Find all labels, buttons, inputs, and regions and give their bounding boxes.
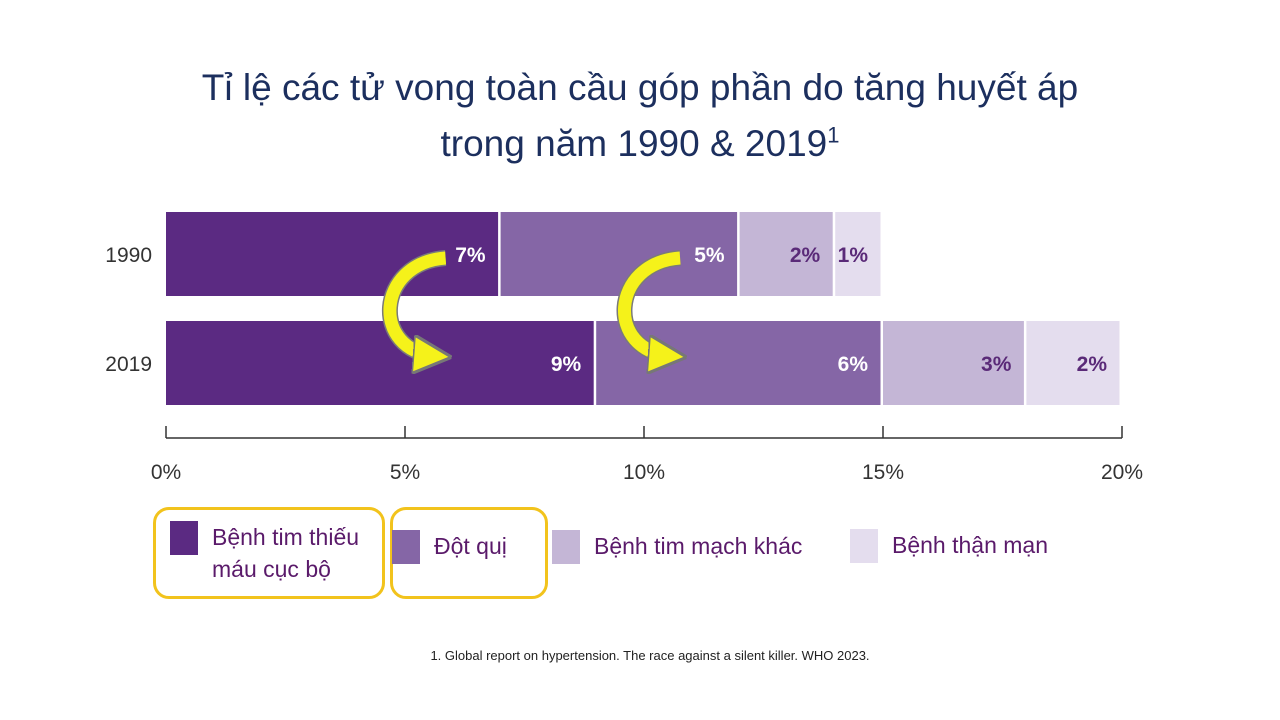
x-tick-label: 15%: [862, 461, 904, 484]
bar-segment-1990-s2: [739, 212, 833, 296]
legend-highlight-ischemic: [153, 507, 385, 599]
chart-title-line1: Tỉ lệ các tử vong toàn cầu góp phần do t…: [201, 67, 1079, 108]
footnote: 1. Global report on hypertension. The ra…: [430, 648, 870, 663]
x-axis: 0% 5% 10% 15% 20%: [151, 426, 1143, 484]
data-label-1990-s3: 1%: [838, 244, 869, 267]
legend-label: Bệnh tim thiếu máu cục bộ: [212, 521, 359, 585]
legend-label-line: Bệnh tim thiếu: [212, 524, 360, 550]
legend-swatch: [552, 530, 580, 564]
footnote-superscript: 1: [827, 122, 840, 148]
legend-swatch: [392, 530, 420, 564]
chart-title-line2: trong năm 1990 & 20191: [0, 116, 1280, 172]
legend-item-chronic-kidney-disease: Bệnh thận mạn: [850, 529, 1048, 563]
legend-swatch: [850, 529, 878, 563]
x-tick-label: 0%: [151, 461, 181, 484]
data-label-1990-s2: 2%: [790, 244, 821, 267]
curved-arrow: [618, 251, 680, 356]
x-tick-label: 20%: [1101, 461, 1143, 484]
data-label-2019-s3: 2%: [1077, 353, 1108, 376]
data-label-2019-s1: 6%: [838, 353, 869, 376]
data-label-2019-s2: 3%: [981, 353, 1012, 376]
legend-item-other-cardiovascular: Bệnh tim mạch khác: [552, 530, 802, 564]
legend-label: Bệnh tim mạch khác: [594, 533, 803, 559]
legend-label-line: máu cục bộ: [212, 556, 331, 582]
data-label-1990-s1: 5%: [694, 244, 725, 267]
legend-item-ischemic-heart-disease: Bệnh tim thiếu máu cục bộ: [170, 521, 359, 585]
legend-label: Đột quị: [434, 533, 507, 559]
category-label-2019: 2019: [105, 353, 152, 376]
category-label-1990: 1990: [105, 244, 152, 267]
chart-title-line2-text: trong năm 1990 & 2019: [440, 123, 828, 164]
bar-segment-1990-s0: [166, 212, 499, 296]
legend-highlight-stroke: [390, 507, 548, 599]
bar-segment-2019-s1: [596, 321, 881, 405]
bar-segment-2019-s2: [883, 321, 1024, 405]
bar-segment-2019-s0: [166, 321, 594, 405]
bar-segment-1990-s3: [835, 212, 881, 296]
bar-segment-1990-s1: [500, 212, 738, 296]
bar-segment-2019-s3: [1026, 321, 1120, 405]
annotation-arrows: [381, 250, 680, 356]
x-tick-label: 10%: [623, 461, 665, 484]
legend-label: Bệnh thận mạn: [892, 532, 1049, 558]
legend-item-stroke: Đột quị: [392, 530, 507, 564]
x-tick-label: 5%: [390, 461, 420, 484]
data-label-1990-s0: 7%: [455, 244, 486, 267]
bars-layer: 1990 7% 5% 2% 1% 2019 9% 6% 3% 2%: [105, 212, 1120, 405]
legend-swatch: [170, 521, 198, 555]
data-label-2019-s0: 9%: [551, 353, 582, 376]
curved-arrow: [383, 251, 446, 356]
